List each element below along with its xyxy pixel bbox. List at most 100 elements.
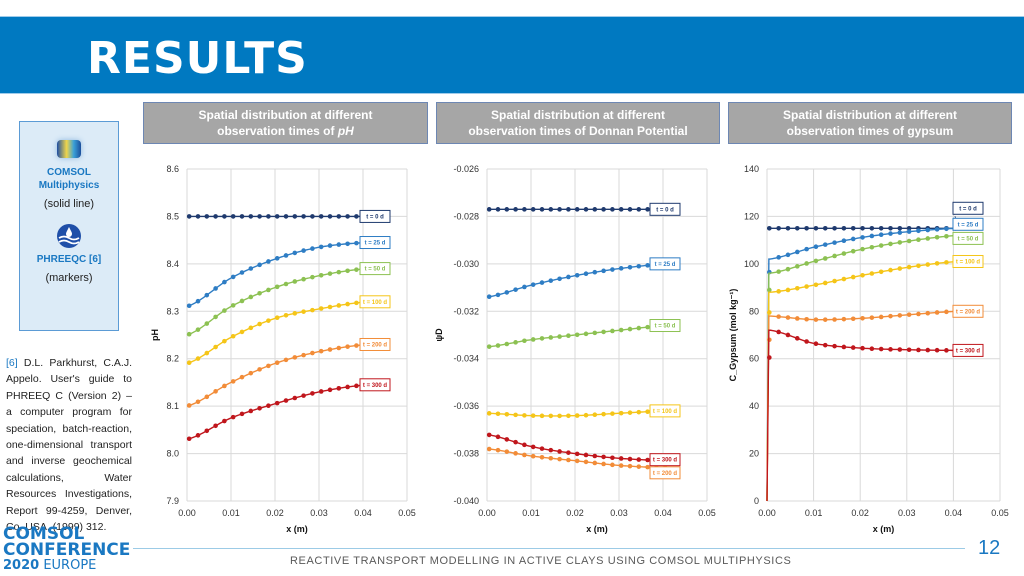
data-marker — [248, 408, 254, 414]
data-marker — [486, 344, 492, 349]
data-marker — [230, 333, 236, 339]
data-marker — [574, 458, 580, 464]
data-marker — [204, 292, 210, 298]
data-marker — [776, 225, 781, 231]
data-marker — [318, 306, 324, 311]
data-marker — [832, 317, 837, 322]
y-tick-label: 8.6 — [166, 164, 179, 174]
data-marker — [213, 389, 218, 394]
data-marker — [785, 332, 791, 338]
data-marker — [944, 226, 949, 232]
data-marker — [557, 456, 562, 462]
data-marker — [785, 266, 791, 272]
data-marker — [822, 317, 828, 322]
data-marker — [186, 214, 192, 219]
data-marker — [794, 264, 800, 269]
data-marker — [504, 411, 510, 417]
header-bar: RESULTS — [0, 16, 1024, 94]
series-label: t = 100 d — [363, 300, 388, 306]
data-marker — [345, 384, 350, 390]
data-marker — [869, 225, 875, 231]
series-label-box — [359, 262, 391, 276]
data-marker — [345, 344, 350, 349]
data-marker — [301, 352, 306, 358]
data-marker — [574, 273, 580, 278]
data-marker — [292, 250, 298, 256]
y-tick-label: -0.036 — [453, 401, 479, 411]
data-marker — [222, 308, 227, 313]
chart-ph: 7.9 8.0 8.1 8.2 8.3 8.4 8.5 8.6 0.00 0.01 0.02 0.03… — [150, 164, 416, 534]
data-marker — [354, 343, 359, 348]
data-marker — [897, 225, 903, 231]
phreeqc-style-note: (markers) — [45, 272, 93, 284]
reference-body: D.L. Parkhurst, C.A.J. Appelo. User's gu… — [6, 357, 132, 534]
data-marker — [610, 207, 615, 212]
y-tick-label: 7.9 — [166, 496, 179, 506]
data-marker — [248, 294, 254, 300]
data-marker — [804, 225, 809, 231]
data-marker — [310, 274, 315, 280]
data-marker — [804, 316, 809, 322]
x-tick-label: 0.02 — [266, 508, 284, 518]
y-tick-label: -0.028 — [453, 211, 479, 221]
data-marker — [195, 399, 201, 405]
y-axis-label: C_Gypsum (mol kg⁻¹) — [728, 289, 738, 382]
series-label-box — [649, 453, 681, 467]
data-marker — [574, 207, 580, 212]
data-marker — [495, 434, 501, 440]
data-marker — [301, 248, 306, 253]
series-label: t = 200 d — [956, 309, 981, 315]
data-marker — [530, 337, 536, 342]
data-marker — [785, 287, 791, 293]
data-marker — [841, 344, 847, 350]
series-label: t = 50 d — [655, 324, 676, 330]
y-tick-label: 8.5 — [166, 211, 179, 221]
data-marker — [850, 274, 856, 280]
data-marker — [897, 266, 903, 271]
data-marker — [239, 270, 245, 275]
data-marker — [636, 409, 642, 415]
data-marker — [327, 304, 333, 310]
data-marker — [345, 214, 350, 219]
data-marker — [583, 271, 589, 277]
data-marker — [934, 234, 940, 240]
y-tick-label: 140 — [744, 164, 759, 174]
panel-title-ph: Spatial distribution at different observ… — [143, 102, 428, 144]
data-marker — [566, 274, 571, 280]
data-marker — [566, 413, 571, 419]
data-marker — [292, 311, 298, 316]
data-marker — [222, 338, 227, 344]
data-marker — [776, 289, 781, 294]
data-marker — [318, 389, 324, 394]
data-marker — [627, 326, 633, 332]
data-marker — [627, 264, 633, 270]
series-label: t = 25 d — [655, 262, 676, 268]
data-marker — [213, 423, 218, 429]
data-marker — [354, 300, 359, 306]
data-marker — [318, 272, 324, 278]
data-marker — [266, 318, 271, 323]
data-marker — [310, 246, 315, 251]
series-label-box — [649, 466, 681, 480]
data-marker — [610, 462, 615, 468]
data-marker — [860, 315, 865, 321]
page-title: RESULTS — [87, 33, 308, 84]
data-marker — [804, 284, 809, 289]
data-marker — [878, 232, 884, 238]
x-tick-label: 0.04 — [945, 508, 963, 518]
data-marker — [504, 290, 510, 295]
y-tick-label: 40 — [749, 401, 759, 411]
data-marker — [822, 280, 828, 286]
data-marker — [627, 410, 633, 415]
footer-divider — [133, 548, 965, 549]
data-marker — [610, 267, 615, 272]
data-marker — [636, 457, 642, 462]
series-line-t25d — [186, 241, 368, 308]
data-marker — [618, 327, 624, 333]
data-marker — [869, 244, 875, 250]
data-marker — [257, 262, 262, 268]
data-marker — [486, 294, 492, 300]
data-marker — [813, 282, 819, 288]
series-label-box — [952, 217, 984, 231]
data-marker — [944, 260, 949, 265]
